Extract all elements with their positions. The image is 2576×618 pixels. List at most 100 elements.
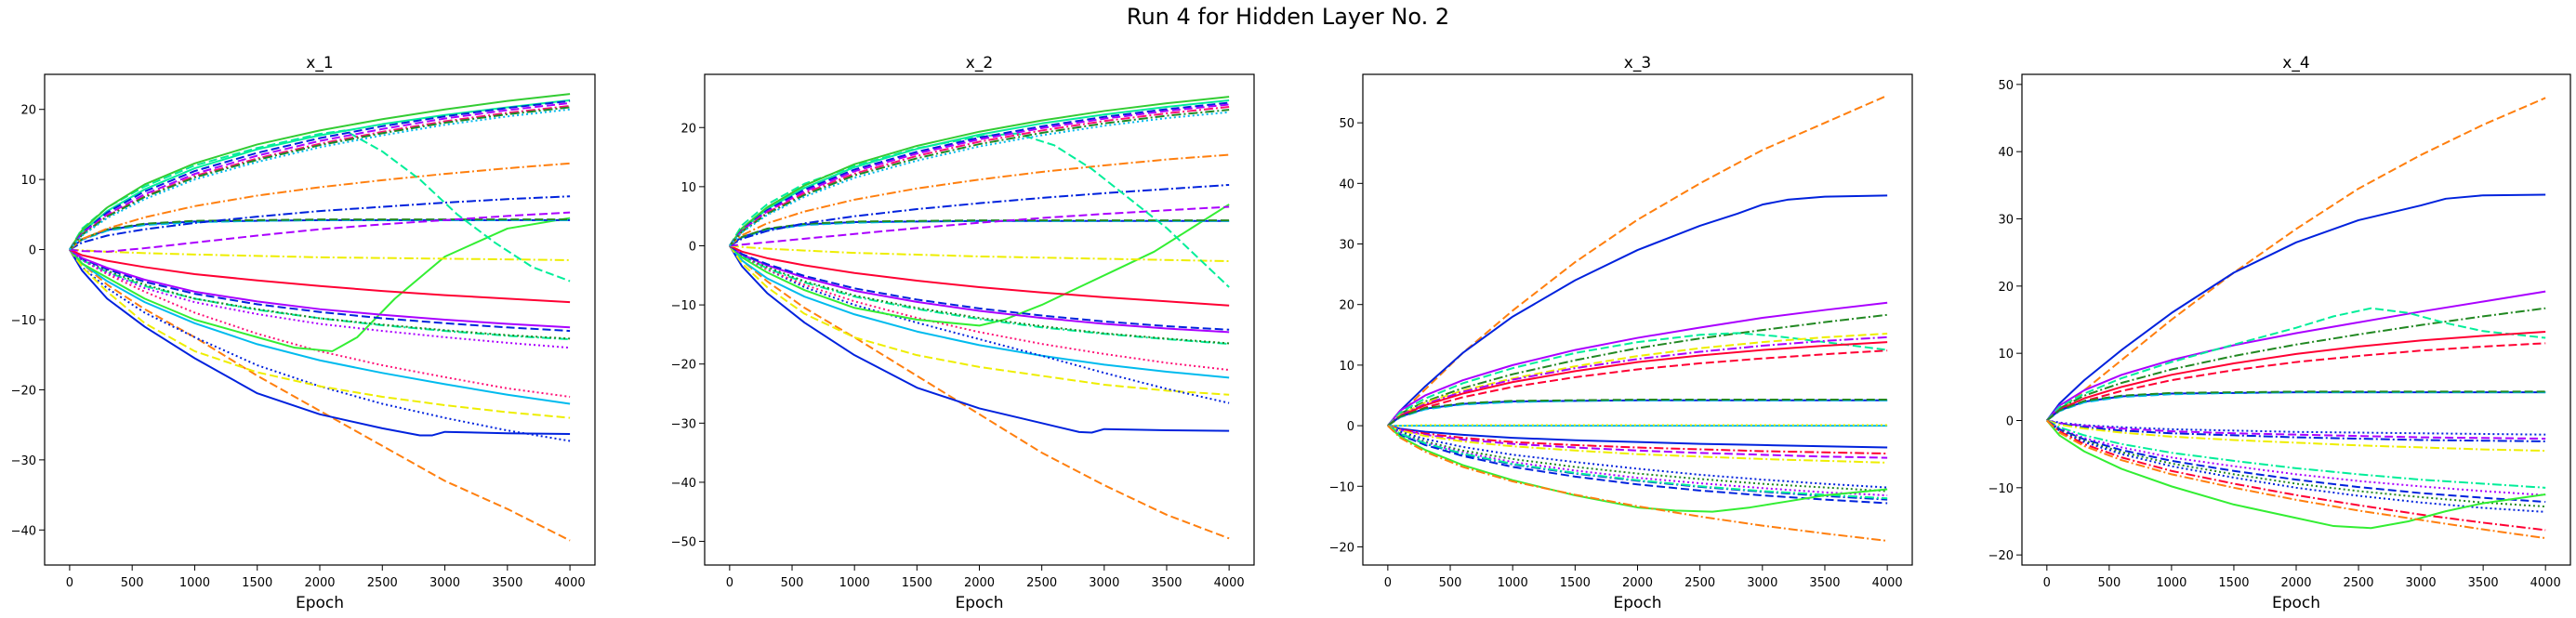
series-line-16 bbox=[1387, 425, 1888, 455]
y-tick-label: 10 bbox=[680, 181, 696, 195]
x-tick-label: 3500 bbox=[1809, 576, 1840, 590]
series-line-15 bbox=[2046, 419, 2546, 489]
series-line-22 bbox=[69, 99, 571, 251]
x-tick-label: 4000 bbox=[1872, 576, 1903, 590]
y-tick-label: −20 bbox=[1329, 541, 1354, 555]
series-line-13 bbox=[2046, 419, 2546, 442]
y-tick-label: −10 bbox=[671, 299, 696, 313]
series-line-26 bbox=[1387, 425, 1888, 542]
series-line-26 bbox=[729, 109, 1230, 247]
series-line-5 bbox=[69, 248, 571, 419]
y-tick-label: −50 bbox=[671, 536, 696, 550]
series-line-4 bbox=[729, 244, 1230, 396]
series-line-10 bbox=[2046, 390, 2546, 422]
series-line-10 bbox=[69, 248, 571, 349]
axes-frame bbox=[44, 73, 596, 566]
x-axis-label: Epoch bbox=[296, 594, 344, 612]
x-tick-label: 2500 bbox=[1684, 576, 1715, 590]
x-axis-label: Epoch bbox=[1613, 594, 1661, 612]
x-tick-label: 2000 bbox=[304, 576, 335, 590]
series-line-3 bbox=[729, 244, 1230, 379]
x-tick-label: 4000 bbox=[555, 576, 586, 590]
series-line-8 bbox=[69, 248, 571, 341]
x-tick-label: 4000 bbox=[2530, 576, 2561, 590]
y-tick-label: −20 bbox=[1988, 549, 2014, 563]
series-line-11 bbox=[69, 248, 571, 333]
series-line-23 bbox=[69, 93, 571, 251]
series-line-18 bbox=[69, 211, 571, 253]
series-line-13 bbox=[69, 248, 571, 304]
x-tick-label: 500 bbox=[1439, 576, 1462, 590]
y-tick-label: 20 bbox=[680, 122, 696, 136]
x-axis-label: Epoch bbox=[955, 594, 1003, 612]
x-tick-label: 2500 bbox=[2343, 576, 2373, 590]
x-tick-label: 2000 bbox=[964, 576, 995, 590]
series-line-14 bbox=[2046, 419, 2546, 453]
series-line-23 bbox=[1387, 425, 1888, 505]
series-line-2 bbox=[2046, 193, 2546, 422]
x-tick-label: 2000 bbox=[1622, 576, 1653, 590]
series-line-9 bbox=[69, 248, 571, 340]
y-tick-label: 20 bbox=[1339, 299, 1354, 313]
x-tick-label: 1000 bbox=[839, 576, 870, 590]
series-line-1 bbox=[69, 248, 571, 542]
x-axis-label: Epoch bbox=[2272, 594, 2320, 612]
y-tick-label: 10 bbox=[20, 174, 36, 188]
x-tick-label: 4000 bbox=[1214, 576, 1245, 590]
x-tick-label: 3000 bbox=[429, 576, 460, 590]
series-line-1 bbox=[729, 244, 1230, 540]
x-tick-label: 2500 bbox=[367, 576, 398, 590]
series-line-4 bbox=[69, 248, 571, 405]
y-tick-label: −30 bbox=[671, 417, 696, 431]
x-tick-label: 3500 bbox=[1151, 576, 1182, 590]
y-tick-label: 30 bbox=[1998, 214, 2014, 228]
series-line-3 bbox=[2046, 290, 2546, 422]
y-tick-label: 0 bbox=[1347, 420, 1354, 434]
series-line-3 bbox=[69, 248, 571, 442]
axes-frame bbox=[2021, 73, 2571, 566]
series-line-7 bbox=[2046, 342, 2546, 422]
y-tick-label: 0 bbox=[29, 244, 36, 258]
y-tick-label: −30 bbox=[11, 454, 36, 468]
series-line-15 bbox=[1387, 425, 1888, 449]
series-line-13 bbox=[729, 244, 1230, 263]
series-line-26 bbox=[69, 104, 571, 251]
y-tick-label: −10 bbox=[1988, 482, 2014, 496]
x-tick-label: 2000 bbox=[2280, 576, 2311, 590]
series-line-21 bbox=[2046, 419, 2546, 530]
x-tick-label: 3000 bbox=[1747, 576, 1777, 590]
series-group bbox=[2046, 97, 2546, 540]
series-line-20 bbox=[729, 132, 1230, 288]
series-line-17 bbox=[729, 205, 1230, 247]
series-line-20 bbox=[2046, 419, 2546, 532]
series-line-14 bbox=[1387, 424, 1888, 427]
x-tick-label: 1000 bbox=[179, 576, 210, 590]
x-tick-label: 3000 bbox=[2406, 576, 2437, 590]
subplot-x4: 0 500 1000 1500 2000 2500 3000 3500 4000 −20 −10 0 1… bbox=[1988, 54, 2571, 612]
x-tick-label: 0 bbox=[2043, 576, 2051, 590]
series-line-18 bbox=[729, 183, 1230, 247]
x-tick-label: 1500 bbox=[1560, 576, 1591, 590]
y-tick-label: 50 bbox=[1998, 79, 2014, 93]
x-tick-label: 3000 bbox=[1089, 576, 1119, 590]
subplot-title: x_2 bbox=[966, 54, 993, 72]
series-line-22 bbox=[2046, 419, 2546, 540]
series-line-4 bbox=[1387, 313, 1888, 427]
series-line-25 bbox=[69, 101, 571, 251]
y-tick-label: −20 bbox=[671, 359, 696, 373]
subplot-title: x_4 bbox=[2282, 54, 2309, 72]
axes-frame bbox=[704, 73, 1255, 566]
series-line-12 bbox=[69, 248, 571, 329]
series-line-6 bbox=[1387, 332, 1888, 427]
x-tick-label: 3500 bbox=[2468, 576, 2499, 590]
axes-frame bbox=[1362, 73, 1913, 566]
series-line-2 bbox=[729, 244, 1230, 434]
x-tick-label: 2500 bbox=[1026, 576, 1057, 590]
series-line-18 bbox=[1387, 425, 1888, 464]
series-line-9 bbox=[1387, 349, 1888, 427]
x-tick-label: 500 bbox=[2097, 576, 2120, 590]
series-line-2 bbox=[1387, 194, 1888, 427]
series-line-19 bbox=[729, 153, 1230, 247]
x-tick-label: 0 bbox=[726, 576, 733, 590]
